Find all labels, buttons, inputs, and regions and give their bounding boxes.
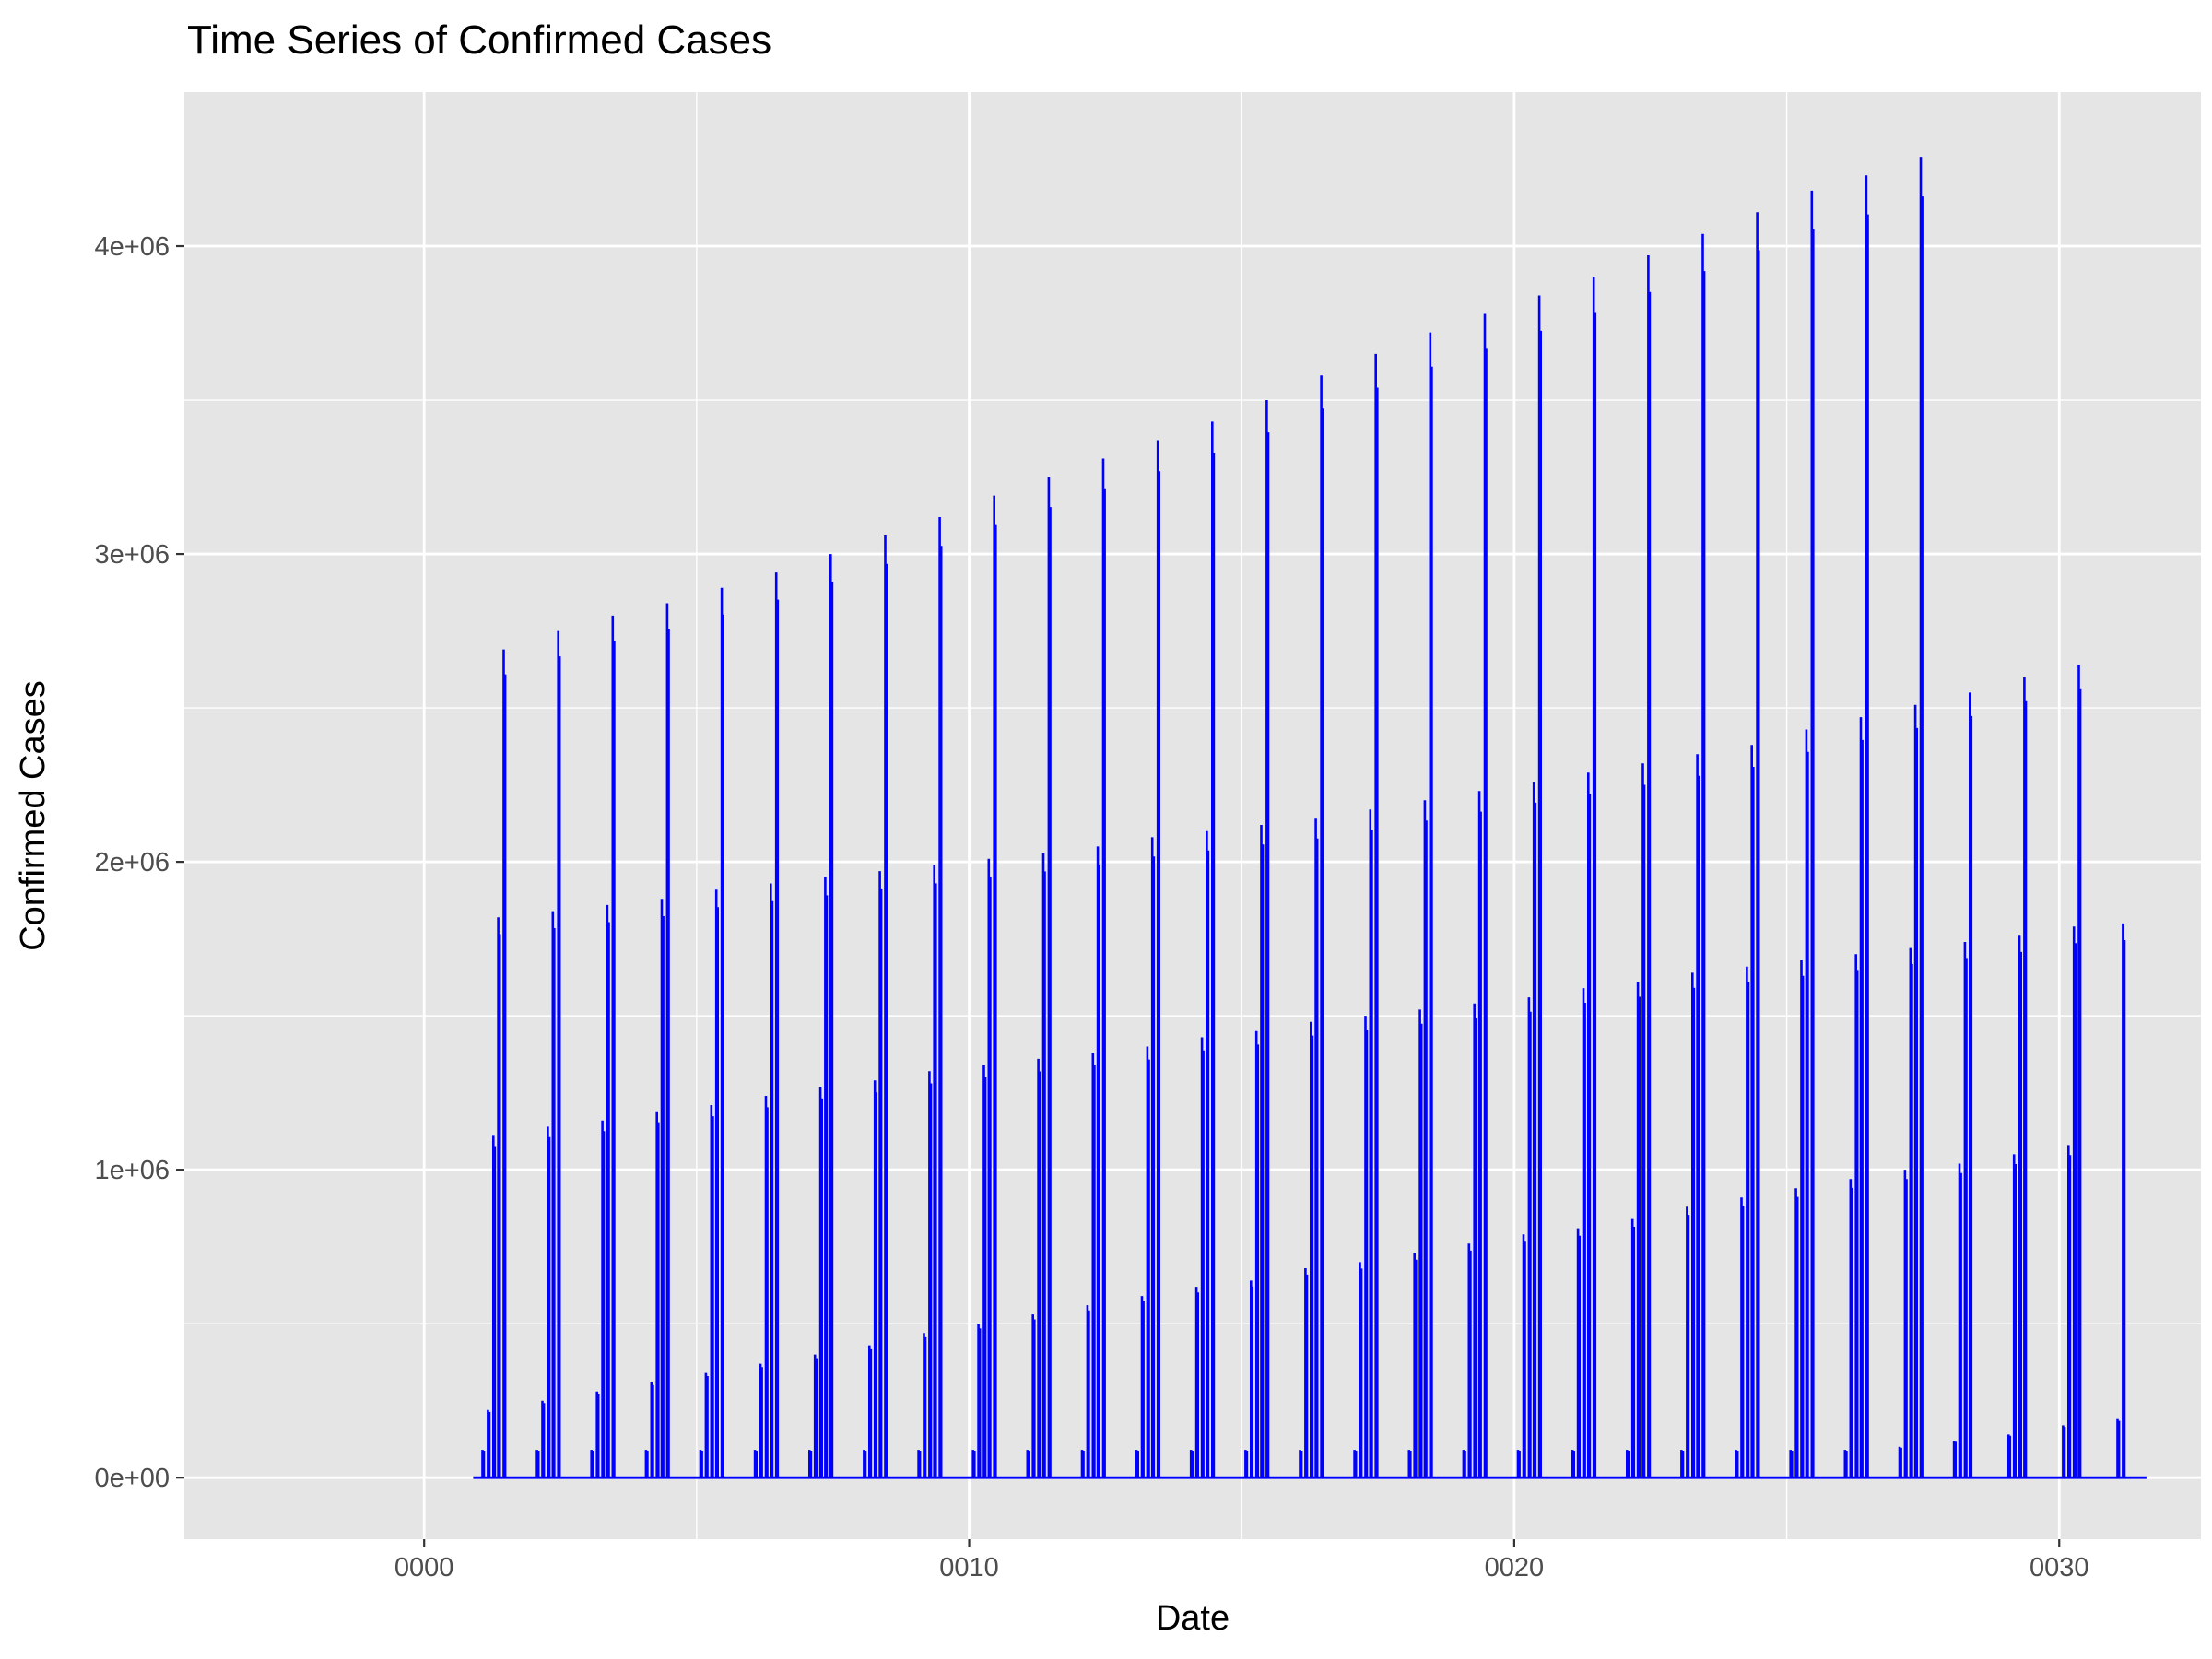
y-tick-label: 2e+06 bbox=[95, 848, 170, 877]
series-line bbox=[473, 157, 2147, 1479]
x-tick-label: 0030 bbox=[2030, 1553, 2089, 1583]
x-axis-title: Date bbox=[1156, 1599, 1230, 1638]
x-axis: 0000 0010 0020 0030 bbox=[394, 1539, 2089, 1583]
x-tick-label: 0000 bbox=[394, 1553, 454, 1583]
y-tick-label: 4e+06 bbox=[95, 232, 170, 262]
minor-gridlines bbox=[184, 92, 2201, 1539]
x-tick-label: 0020 bbox=[1485, 1553, 1545, 1583]
y-axis: 0e+00 1e+06 2e+06 3e+06 4e+06 bbox=[95, 232, 184, 1493]
chart-title: Time Series of Confirmed Cases bbox=[187, 18, 771, 63]
plot-panel bbox=[184, 92, 2201, 1539]
y-tick-label: 0e+00 bbox=[95, 1464, 170, 1493]
y-tick-label: 1e+06 bbox=[95, 1156, 170, 1185]
y-axis-title: Confirmed Cases bbox=[14, 680, 53, 951]
x-tick-label: 0010 bbox=[939, 1553, 999, 1583]
y-tick-label: 3e+06 bbox=[95, 540, 170, 570]
